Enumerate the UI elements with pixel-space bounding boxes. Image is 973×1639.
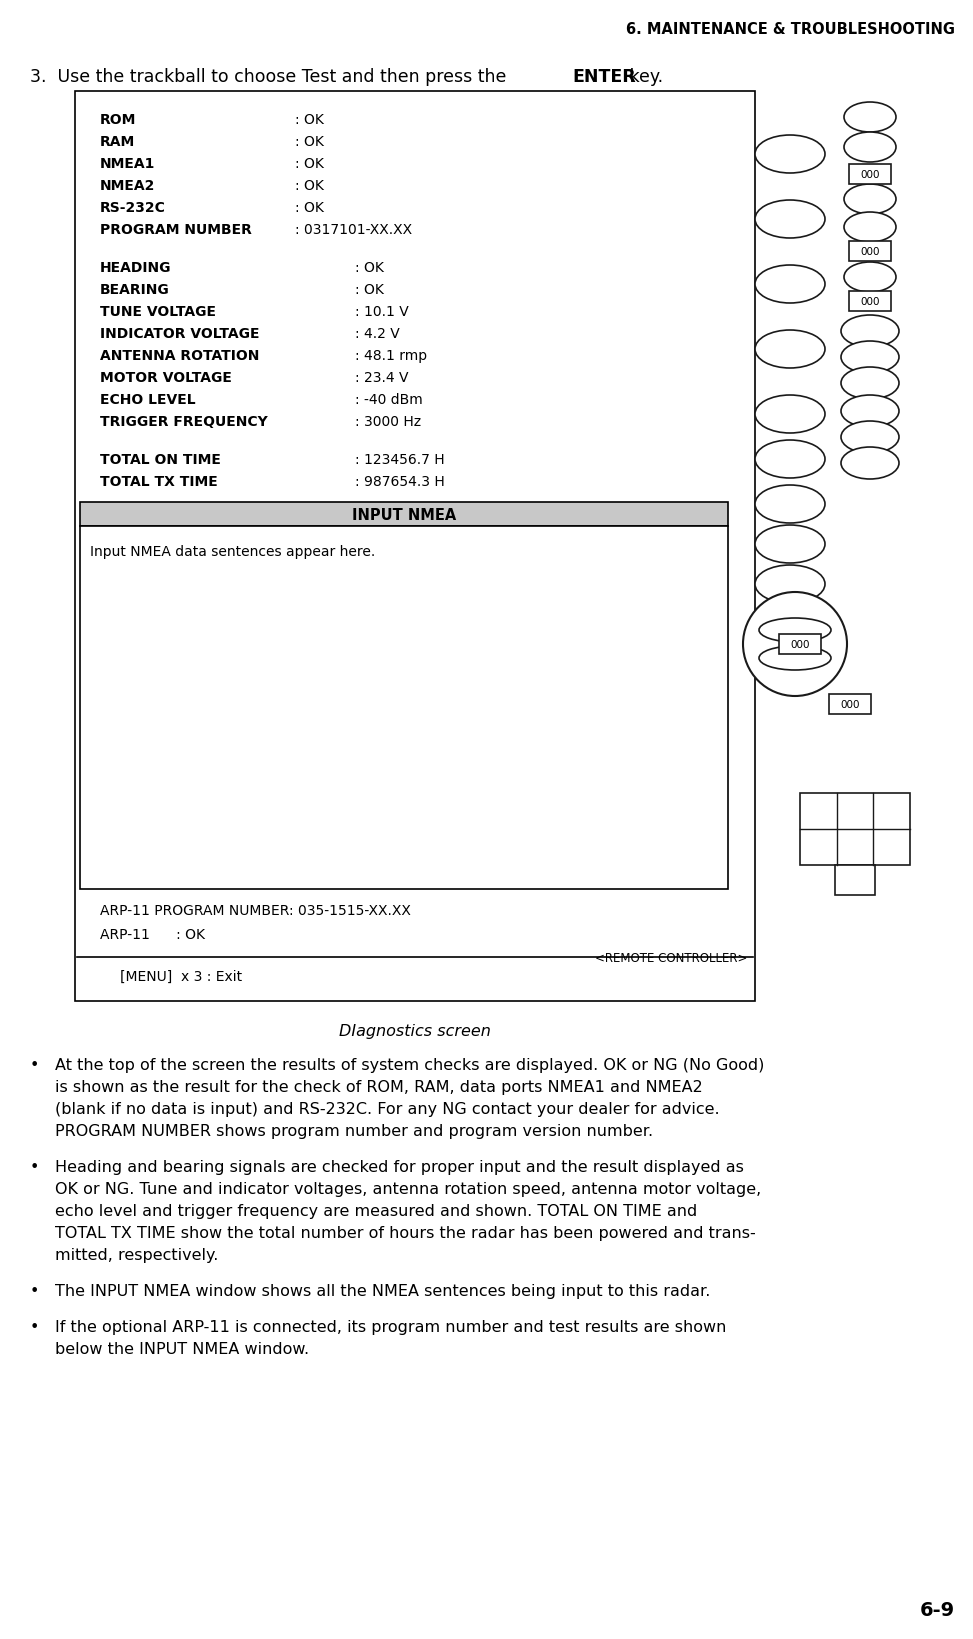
Ellipse shape <box>841 367 899 400</box>
Ellipse shape <box>755 136 825 174</box>
Bar <box>849 243 891 262</box>
Text: TUNE VOLTAGE: TUNE VOLTAGE <box>100 305 216 320</box>
Ellipse shape <box>841 316 899 347</box>
Text: TRIGGER FREQUENCY: TRIGGER FREQUENCY <box>100 415 268 429</box>
Text: ARP-11      : OK: ARP-11 : OK <box>100 928 205 941</box>
Ellipse shape <box>755 565 825 603</box>
Text: 6. MAINTENANCE & TROUBLESHOOTING: 6. MAINTENANCE & TROUBLESHOOTING <box>626 21 955 38</box>
Text: [MENU]  x 3 : Exit: [MENU] x 3 : Exit <box>120 969 242 983</box>
Ellipse shape <box>844 103 896 133</box>
Text: PROGRAM NUMBER shows program number and program version number.: PROGRAM NUMBER shows program number and … <box>55 1123 653 1139</box>
Bar <box>779 634 821 654</box>
Ellipse shape <box>844 262 896 293</box>
Bar <box>849 166 891 185</box>
Text: 3.  Use the trackball to choose Test and then press the: 3. Use the trackball to choose Test and … <box>30 67 512 85</box>
Ellipse shape <box>743 593 847 697</box>
Text: : 4.2 V: : 4.2 V <box>355 326 400 341</box>
Ellipse shape <box>841 421 899 454</box>
Text: TOTAL TX TIME show the total number of hours the radar has been powered and tran: TOTAL TX TIME show the total number of h… <box>55 1226 756 1241</box>
Text: : OK: : OK <box>295 113 324 126</box>
Text: below the INPUT NMEA window.: below the INPUT NMEA window. <box>55 1341 309 1355</box>
Text: DIagnostics screen: DIagnostics screen <box>339 1023 491 1039</box>
Text: NMEA2: NMEA2 <box>100 179 156 193</box>
Text: OK or NG. Tune and indicator voltages, antenna rotation speed, antenna motor vol: OK or NG. Tune and indicator voltages, a… <box>55 1182 761 1196</box>
Text: echo level and trigger frequency are measured and shown. TOTAL ON TIME and: echo level and trigger frequency are mea… <box>55 1203 698 1218</box>
Ellipse shape <box>755 202 825 239</box>
Ellipse shape <box>759 618 831 642</box>
Text: : 3000 Hz: : 3000 Hz <box>355 415 421 429</box>
Ellipse shape <box>844 185 896 215</box>
Text: (blank if no data is input) and RS-232C. For any NG contact your dealer for advi: (blank if no data is input) and RS-232C.… <box>55 1101 720 1116</box>
Text: •: • <box>30 1057 39 1072</box>
Text: BEARING: BEARING <box>100 284 169 297</box>
Text: •: • <box>30 1159 39 1174</box>
Bar <box>835 865 875 895</box>
Text: ROM: ROM <box>100 113 136 126</box>
Text: 000: 000 <box>860 170 880 180</box>
Bar <box>829 695 871 715</box>
Text: : 987654.3 H: : 987654.3 H <box>355 475 445 488</box>
Text: : -40 dBm: : -40 dBm <box>355 393 422 406</box>
Text: 000: 000 <box>860 247 880 257</box>
Text: <REMOTE CONTROLLER>: <REMOTE CONTROLLER> <box>595 951 747 964</box>
Text: 000: 000 <box>790 639 810 649</box>
Text: : 23.4 V: : 23.4 V <box>355 370 409 385</box>
Text: Input NMEA data sentences appear here.: Input NMEA data sentences appear here. <box>90 544 376 559</box>
Text: ECHO LEVEL: ECHO LEVEL <box>100 393 196 406</box>
Ellipse shape <box>844 213 896 243</box>
Text: 000: 000 <box>841 700 860 710</box>
Text: mitted, respectively.: mitted, respectively. <box>55 1247 218 1262</box>
Ellipse shape <box>755 266 825 303</box>
Text: : 48.1 rmp: : 48.1 rmp <box>355 349 427 362</box>
Ellipse shape <box>841 343 899 374</box>
Text: key.: key. <box>624 67 664 85</box>
Bar <box>849 292 891 311</box>
Text: The INPUT NMEA window shows all the NMEA sentences being input to this radar.: The INPUT NMEA window shows all the NMEA… <box>55 1283 710 1298</box>
Ellipse shape <box>841 447 899 480</box>
Text: MOTOR VOLTAGE: MOTOR VOLTAGE <box>100 370 232 385</box>
Ellipse shape <box>844 133 896 162</box>
Text: ANTENNA ROTATION: ANTENNA ROTATION <box>100 349 260 362</box>
Text: RAM: RAM <box>100 134 135 149</box>
Text: : 0317101-XX.XX: : 0317101-XX.XX <box>295 223 413 238</box>
Text: HEADING: HEADING <box>100 261 171 275</box>
Text: : OK: : OK <box>295 202 324 215</box>
Text: TOTAL ON TIME: TOTAL ON TIME <box>100 452 221 467</box>
Text: is shown as the result for the check of ROM, RAM, data ports NMEA1 and NMEA2: is shown as the result for the check of … <box>55 1080 703 1095</box>
Ellipse shape <box>755 441 825 479</box>
Text: •: • <box>30 1319 39 1334</box>
Text: TOTAL TX TIME: TOTAL TX TIME <box>100 475 218 488</box>
Ellipse shape <box>759 647 831 670</box>
Text: : 10.1 V: : 10.1 V <box>355 305 409 320</box>
Text: : OK: : OK <box>295 157 324 170</box>
Text: INDICATOR VOLTAGE: INDICATOR VOLTAGE <box>100 326 260 341</box>
Text: : OK: : OK <box>295 179 324 193</box>
Text: NMEA1: NMEA1 <box>100 157 156 170</box>
Bar <box>80 526 728 890</box>
Text: : OK: : OK <box>355 284 384 297</box>
Text: PROGRAM NUMBER: PROGRAM NUMBER <box>100 223 252 238</box>
Text: INPUT NMEA: INPUT NMEA <box>352 508 456 523</box>
Text: : 123456.7 H: : 123456.7 H <box>355 452 445 467</box>
Text: At the top of the screen the results of system checks are displayed. OK or NG (N: At the top of the screen the results of … <box>55 1057 765 1072</box>
Text: ARP-11 PROGRAM NUMBER: 035-1515-XX.XX: ARP-11 PROGRAM NUMBER: 035-1515-XX.XX <box>100 903 411 918</box>
Ellipse shape <box>755 485 825 524</box>
Bar <box>800 793 910 865</box>
Ellipse shape <box>755 526 825 564</box>
Text: RS-232C: RS-232C <box>100 202 165 215</box>
Text: 000: 000 <box>860 297 880 306</box>
Bar <box>75 92 755 1001</box>
Bar <box>80 503 728 526</box>
Text: •: • <box>30 1283 39 1298</box>
Text: : OK: : OK <box>295 134 324 149</box>
Ellipse shape <box>841 395 899 428</box>
Ellipse shape <box>755 606 825 644</box>
Ellipse shape <box>755 331 825 369</box>
Text: Heading and bearing signals are checked for proper input and the result displaye: Heading and bearing signals are checked … <box>55 1159 744 1174</box>
Ellipse shape <box>755 395 825 434</box>
Text: : OK: : OK <box>355 261 384 275</box>
Text: 6-9: 6-9 <box>919 1600 955 1619</box>
Text: If the optional ARP-11 is connected, its program number and test results are sho: If the optional ARP-11 is connected, its… <box>55 1319 727 1334</box>
Text: ENTER: ENTER <box>572 67 635 85</box>
